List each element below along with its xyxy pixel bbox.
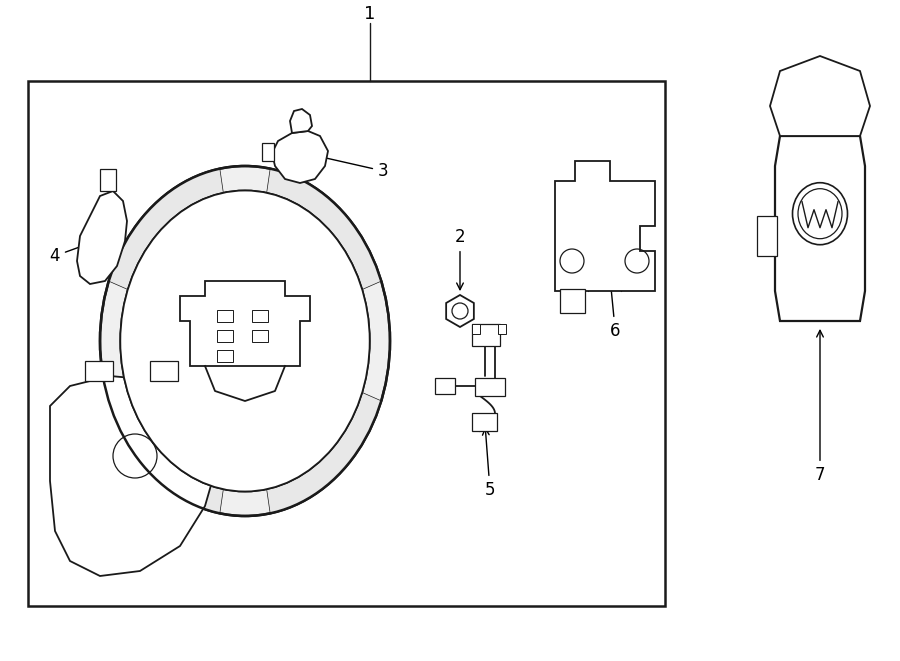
- Bar: [252, 330, 268, 342]
- Bar: [217, 330, 233, 342]
- Ellipse shape: [121, 190, 370, 492]
- Polygon shape: [109, 169, 223, 290]
- Text: 5: 5: [482, 428, 495, 499]
- Polygon shape: [266, 393, 382, 514]
- Text: 4: 4: [50, 237, 106, 265]
- Polygon shape: [770, 56, 870, 136]
- Polygon shape: [775, 136, 865, 321]
- Bar: [100, 169, 116, 191]
- Ellipse shape: [100, 166, 390, 516]
- Bar: [472, 413, 497, 431]
- Bar: [475, 378, 505, 396]
- Bar: [262, 143, 274, 161]
- Bar: [150, 361, 178, 381]
- Ellipse shape: [121, 190, 370, 492]
- Bar: [560, 289, 585, 313]
- Text: 6: 6: [603, 230, 620, 340]
- Polygon shape: [555, 161, 655, 291]
- Bar: [85, 361, 113, 381]
- Text: 7: 7: [814, 330, 825, 484]
- Bar: [217, 350, 233, 362]
- Polygon shape: [266, 169, 382, 290]
- Bar: [472, 324, 480, 334]
- Bar: [28, 81, 665, 606]
- Polygon shape: [50, 376, 218, 576]
- Bar: [498, 324, 506, 334]
- Text: 2: 2: [454, 228, 465, 290]
- Polygon shape: [109, 393, 223, 514]
- Polygon shape: [180, 281, 310, 366]
- Polygon shape: [446, 295, 474, 327]
- Text: 3: 3: [299, 150, 389, 180]
- Bar: [217, 310, 233, 322]
- Bar: [435, 378, 455, 394]
- Polygon shape: [272, 131, 328, 183]
- Bar: [472, 324, 500, 346]
- Polygon shape: [290, 109, 312, 133]
- Bar: [252, 310, 268, 322]
- Polygon shape: [77, 191, 127, 284]
- Bar: [757, 216, 777, 256]
- Text: 1: 1: [364, 5, 375, 23]
